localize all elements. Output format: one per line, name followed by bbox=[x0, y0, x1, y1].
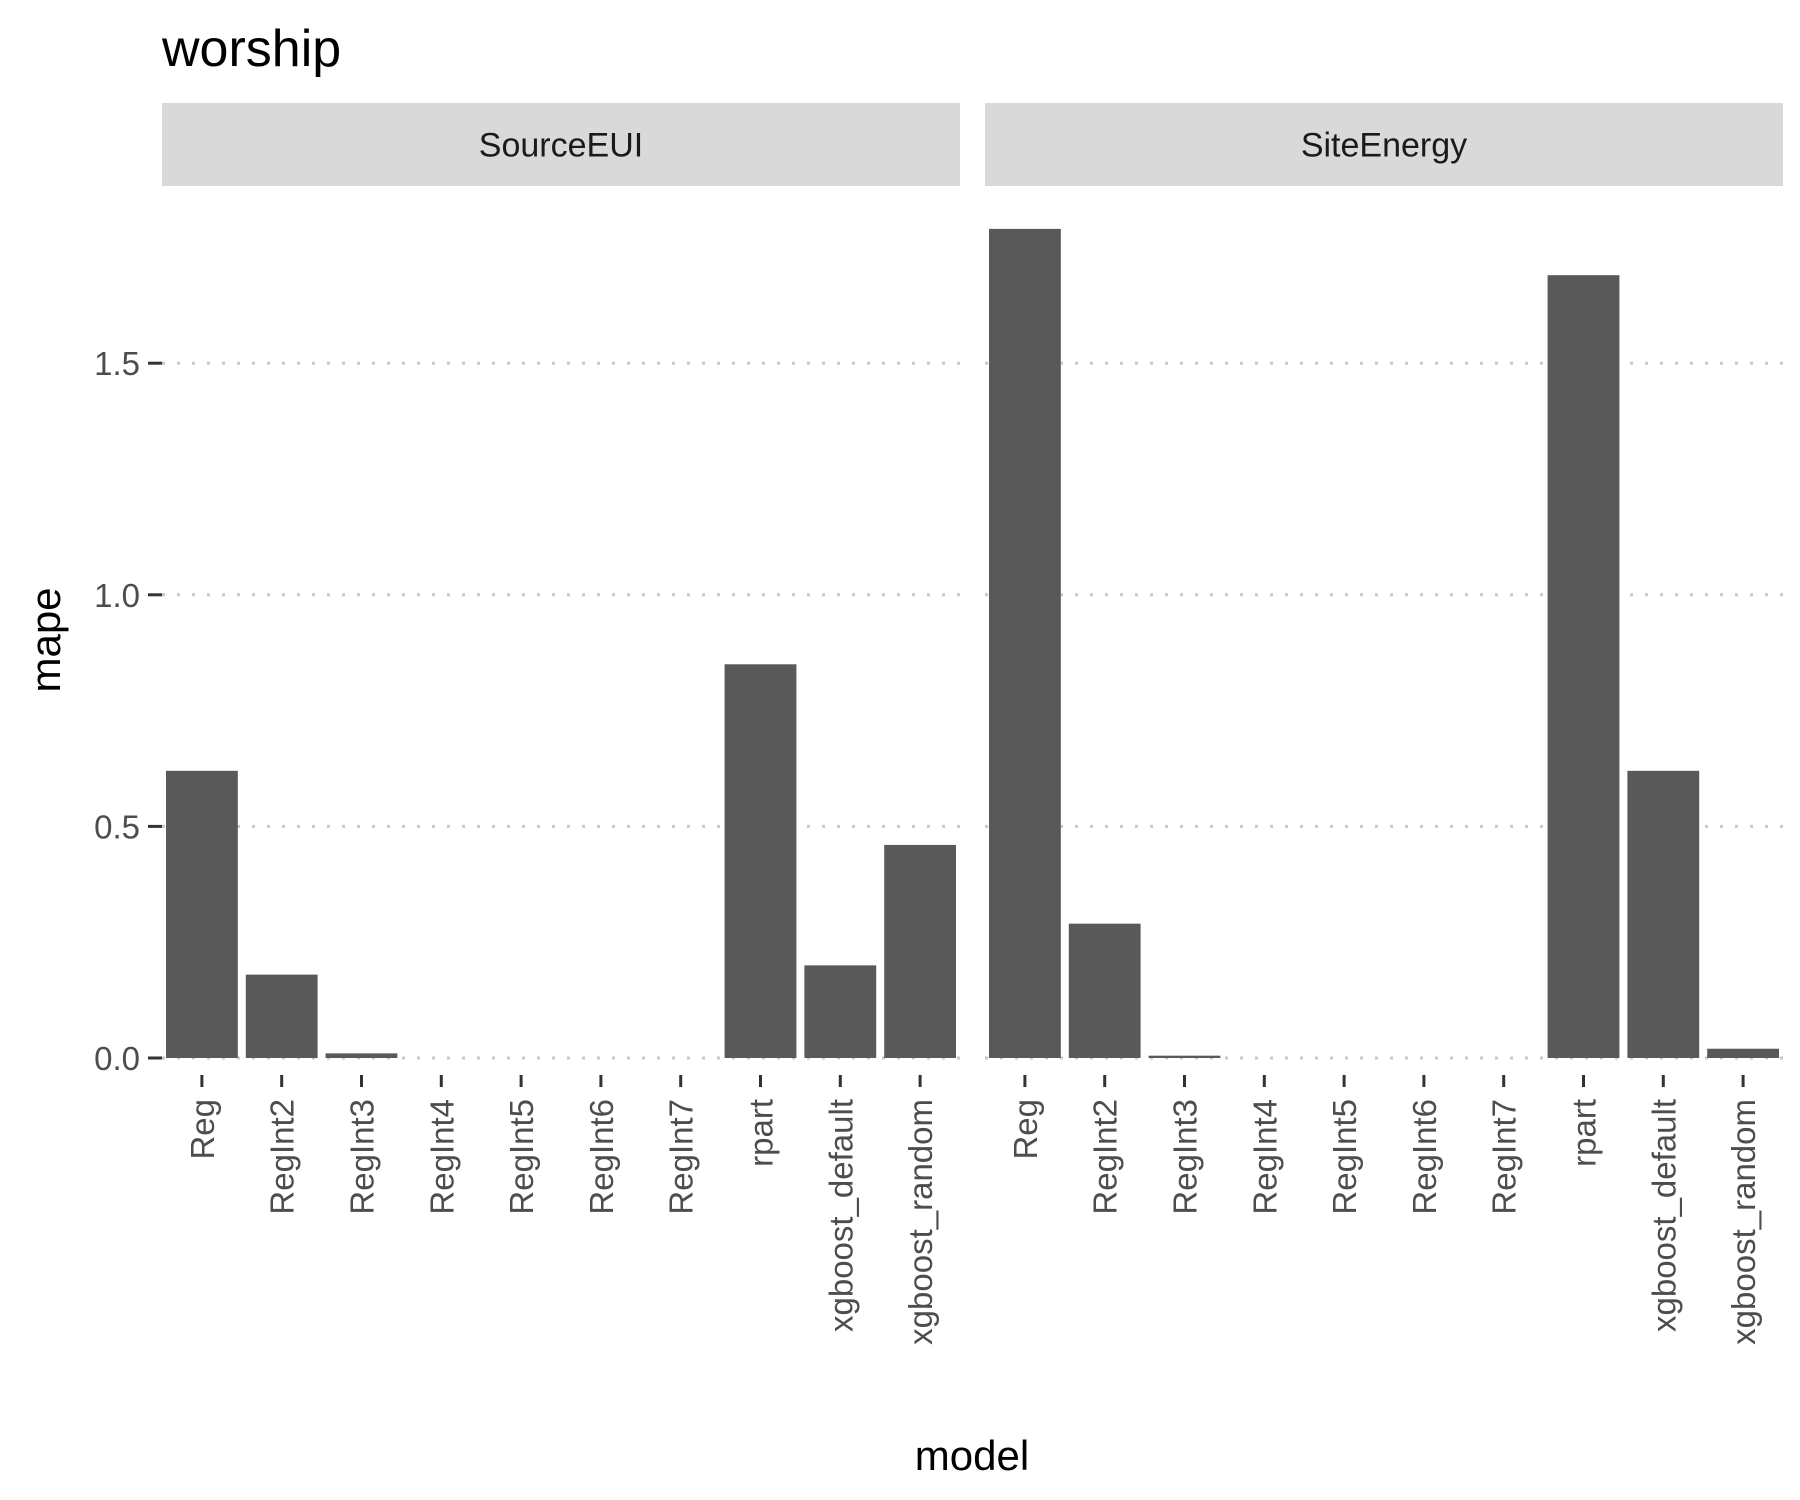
bar bbox=[325, 1053, 398, 1058]
x-axis-title: model bbox=[915, 1432, 1029, 1479]
plot-layer: 0.0 0.5 1.0 1.5 SourceEUI Reg RegInt2 RegInt3 Re… bbox=[94, 103, 1783, 1345]
bar bbox=[1707, 1048, 1780, 1058]
y-tick-label: 0.0 bbox=[94, 1040, 140, 1077]
x-tick-label: xgboost_default bbox=[1645, 1099, 1682, 1332]
facet-strip bbox=[162, 103, 960, 186]
x-tick-label: RegInt3 bbox=[344, 1099, 381, 1215]
bar bbox=[804, 965, 877, 1058]
x-tick-label: RegInt5 bbox=[1326, 1099, 1363, 1215]
x-tick-label: RegInt7 bbox=[663, 1099, 700, 1215]
y-tick-label: 1.5 bbox=[94, 345, 140, 382]
bar bbox=[165, 770, 238, 1058]
bar bbox=[1547, 275, 1620, 1058]
y-axis-title: mape bbox=[22, 587, 69, 692]
bar bbox=[1068, 923, 1141, 1058]
y-tick-label: 0.5 bbox=[94, 808, 140, 845]
x-tick-label: xgboost_random bbox=[1725, 1099, 1762, 1345]
x-tick-label: xgboost_default bbox=[822, 1099, 859, 1332]
x-tick-label: RegInt7 bbox=[1486, 1099, 1523, 1215]
x-tick-label: RegInt2 bbox=[264, 1099, 301, 1215]
x-tick-label: RegInt2 bbox=[1087, 1099, 1124, 1215]
x-tick-label: rpart bbox=[1566, 1099, 1603, 1167]
x-tick-label: xgboost_random bbox=[902, 1099, 939, 1345]
x-tick-label: RegInt5 bbox=[503, 1099, 540, 1215]
bar bbox=[988, 228, 1061, 1058]
x-tick-label: rpart bbox=[743, 1099, 780, 1167]
bar bbox=[724, 664, 797, 1058]
x-tick-label: Reg bbox=[184, 1099, 221, 1160]
facet-strip-label: SiteEnergy bbox=[1301, 127, 1467, 165]
x-tick-label: RegInt4 bbox=[1246, 1099, 1283, 1215]
bar bbox=[245, 974, 318, 1058]
x-tick-label: RegInt4 bbox=[423, 1099, 460, 1215]
bar bbox=[1148, 1055, 1221, 1058]
bar bbox=[884, 844, 957, 1058]
x-tick-label: Reg bbox=[1007, 1099, 1044, 1160]
y-tick-label: 1.0 bbox=[94, 577, 140, 614]
facet-strip bbox=[985, 103, 1783, 186]
x-tick-label: RegInt6 bbox=[583, 1099, 620, 1215]
chart-title: worship bbox=[161, 20, 341, 78]
x-tick-label: RegInt6 bbox=[1406, 1099, 1443, 1215]
bar bbox=[1627, 770, 1700, 1058]
facet-strip-label: SourceEUI bbox=[479, 127, 643, 165]
x-tick-label: RegInt3 bbox=[1167, 1099, 1204, 1215]
